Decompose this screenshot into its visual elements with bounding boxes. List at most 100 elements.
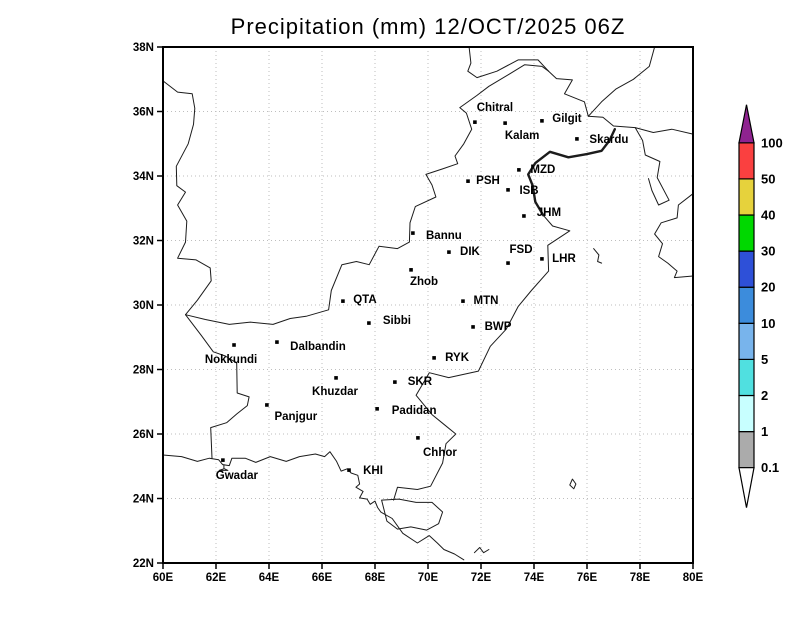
station-dot-sibbi bbox=[367, 321, 371, 325]
wakhan-north-border-line bbox=[467, 46, 550, 79]
colorbar-segment-5 bbox=[738, 322, 755, 360]
rann-of-kutch-line bbox=[381, 498, 444, 531]
x-axis-label: 68E bbox=[365, 572, 386, 584]
x-axis-label: 64E bbox=[259, 572, 280, 584]
station-label-chitral: Chitral bbox=[477, 102, 513, 114]
station-label-chhor: Chhor bbox=[423, 447, 457, 459]
station-dot-jhm bbox=[522, 214, 526, 218]
line-of-control-line bbox=[527, 127, 616, 217]
x-axis-label: 70E bbox=[418, 572, 439, 584]
station-dot-isb bbox=[506, 188, 510, 192]
x-axis-label: 62E bbox=[206, 572, 227, 584]
khambhat-coast-line bbox=[473, 547, 490, 554]
colorbar-label-1: 1 bbox=[761, 424, 768, 439]
station-label-kalam: Kalam bbox=[505, 130, 540, 142]
station-label-lhr: LHR bbox=[552, 253, 576, 265]
station-dot-gilgit bbox=[540, 119, 544, 123]
station-dot-skr bbox=[393, 380, 397, 384]
station-label-jhm: JHM bbox=[537, 207, 561, 219]
station-dot-gwadar bbox=[221, 458, 225, 462]
station-dot-mtn bbox=[461, 299, 465, 303]
station-dot-dik bbox=[447, 250, 451, 254]
colorbar-label-20: 20 bbox=[761, 280, 775, 295]
gwadar-head-line bbox=[218, 464, 229, 471]
y-axis-label: 38N bbox=[133, 42, 154, 54]
colorbar-label-0.1: 0.1 bbox=[761, 460, 779, 475]
colorbar-segment-30 bbox=[738, 214, 755, 252]
station-dot-padidan bbox=[375, 407, 379, 411]
pak-india-border-line bbox=[393, 214, 571, 501]
x-axis-label: 80E bbox=[683, 572, 704, 584]
y-axis-label: 26N bbox=[133, 429, 154, 441]
station-dot-nokkundi bbox=[232, 343, 236, 347]
karakoram-border-line bbox=[548, 70, 694, 135]
durand-line-line bbox=[185, 64, 550, 325]
station-dot-panjgur bbox=[265, 403, 269, 407]
station-label-dalbandin: Dalbandin bbox=[290, 341, 346, 353]
station-dot-bannu bbox=[411, 231, 415, 235]
colorbar-segment-50 bbox=[738, 142, 755, 180]
station-dot-zhob bbox=[409, 268, 413, 272]
station-dot-chhor bbox=[416, 436, 420, 440]
station-label-zhob: Zhob bbox=[410, 276, 438, 288]
station-label-skr: SKR bbox=[408, 376, 433, 388]
colorbar-segment-20 bbox=[738, 250, 755, 288]
x-axis-label: 66E bbox=[312, 572, 333, 584]
colorbar-segment-0.1 bbox=[738, 431, 755, 469]
station-label-bwp: BWP bbox=[485, 321, 512, 333]
x-axis-label: 72E bbox=[471, 572, 492, 584]
station-label-ryk: RYK bbox=[445, 352, 470, 364]
x-axis-label: 74E bbox=[524, 572, 545, 584]
colorbar-top-arrow bbox=[738, 104, 755, 144]
station-label-bannu: Bannu bbox=[426, 230, 462, 242]
station-label-nokkundi: Nokkundi bbox=[205, 354, 257, 366]
station-dot-mzd bbox=[517, 168, 521, 172]
y-axis-label: 34N bbox=[133, 171, 154, 183]
y-axis-label: 30N bbox=[133, 300, 154, 312]
station-label-panjgur: Panjgur bbox=[274, 411, 317, 423]
station-label-sibbi: Sibbi bbox=[383, 315, 411, 327]
station-label-skardu: Skardu bbox=[589, 134, 628, 146]
station-label-khuzdar: Khuzdar bbox=[312, 386, 359, 398]
colorbar-segment-1 bbox=[738, 394, 755, 433]
station-label-mtn: MTN bbox=[474, 295, 499, 307]
makran-coast-line bbox=[162, 451, 382, 513]
station-dot-bwp bbox=[471, 325, 475, 329]
iran-afghan-border-line bbox=[162, 80, 212, 316]
colorbar-label-10: 10 bbox=[761, 316, 775, 331]
station-label-padidan: Padidan bbox=[392, 405, 437, 417]
colorbar-segment-40 bbox=[738, 178, 755, 216]
colorbar-label-100: 100 bbox=[761, 135, 783, 150]
station-dot-skardu bbox=[575, 137, 579, 141]
colorbar-label-5: 5 bbox=[761, 352, 768, 367]
station-dot-chitral bbox=[473, 120, 477, 124]
x-axis-label: 78E bbox=[630, 572, 651, 584]
pak-iran-border-line bbox=[185, 314, 250, 459]
colorbar-label-40: 40 bbox=[761, 208, 775, 223]
top-right-border-line bbox=[587, 46, 656, 117]
station-dot-khuzdar bbox=[334, 376, 338, 380]
y-axis-label: 22N bbox=[133, 558, 154, 570]
ladakh-border-line bbox=[634, 127, 670, 206]
station-label-psh: PSH bbox=[476, 175, 500, 187]
himachal-border-line bbox=[654, 193, 694, 279]
station-dot-lhr bbox=[540, 257, 544, 261]
colorbar-bottom-arrow bbox=[738, 467, 755, 508]
small-lake-line bbox=[569, 478, 577, 490]
y-axis-label: 32N bbox=[133, 236, 154, 248]
colorbar-segment-2 bbox=[738, 358, 755, 397]
station-dot-dalbandin bbox=[275, 340, 279, 344]
station-dot-psh bbox=[466, 179, 470, 183]
station-label-khi: KHI bbox=[363, 465, 383, 477]
station-label-fsd: FSD bbox=[510, 244, 533, 256]
y-axis-label: 28N bbox=[133, 365, 154, 377]
x-axis-label: 76E bbox=[577, 572, 598, 584]
station-dot-fsd bbox=[506, 261, 510, 265]
sutlej-river-line bbox=[593, 248, 603, 264]
station-dot-ryk bbox=[432, 356, 436, 360]
station-dot-kalam bbox=[503, 121, 507, 125]
station-label-gilgit: Gilgit bbox=[552, 113, 582, 125]
y-axis-label: 36N bbox=[133, 107, 154, 119]
